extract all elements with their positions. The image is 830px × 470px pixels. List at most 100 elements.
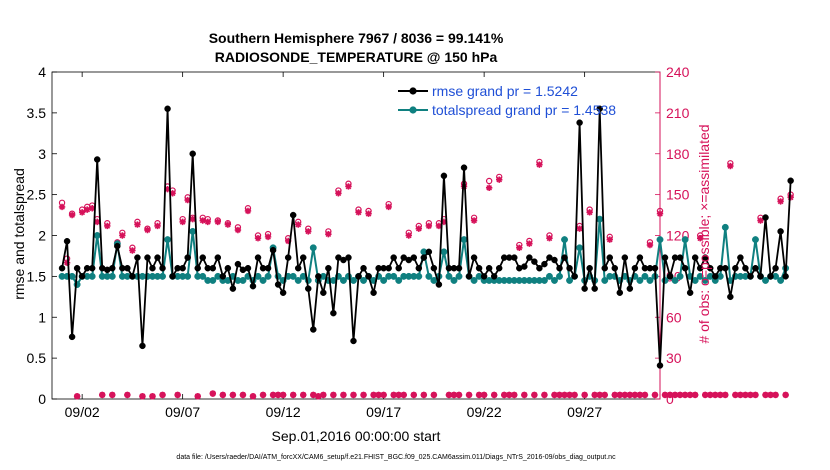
totalspread-marker bbox=[209, 277, 217, 284]
obs-assimilated-marker bbox=[400, 391, 407, 399]
rmse-marker bbox=[294, 264, 302, 272]
rmse-marker bbox=[772, 264, 779, 272]
totalspread-marker bbox=[576, 244, 584, 252]
rmse-marker bbox=[586, 264, 593, 272]
rmse-marker bbox=[184, 254, 191, 261]
obs-assimilated-marker bbox=[747, 391, 754, 399]
rmse-marker bbox=[631, 264, 639, 272]
rmse-marker bbox=[144, 254, 151, 261]
rmse-marker bbox=[470, 254, 478, 261]
rmse-marker bbox=[299, 254, 307, 261]
obs-assimilated-marker bbox=[370, 391, 377, 399]
rmse-marker bbox=[701, 254, 709, 261]
rmse-marker bbox=[63, 237, 71, 245]
obs-assimilated-marker bbox=[149, 393, 156, 400]
rmse-marker bbox=[757, 273, 764, 280]
obs-assimilated-marker bbox=[289, 391, 297, 399]
rmse-marker bbox=[536, 264, 543, 272]
rmse-marker bbox=[742, 264, 749, 272]
obs-assimilated-marker bbox=[395, 391, 402, 399]
totalspread-marker bbox=[184, 272, 192, 280]
rmse-marker bbox=[355, 273, 362, 280]
y-tick-label-left: 1.5 bbox=[27, 268, 47, 284]
obs-assimilated-marker bbox=[129, 247, 136, 254]
rmse-marker bbox=[681, 264, 689, 272]
rmse-marker bbox=[732, 264, 739, 272]
obs-assimilated-marker bbox=[259, 391, 267, 399]
totalspread-marker bbox=[540, 277, 548, 284]
rmse-marker bbox=[58, 264, 66, 272]
rmse-marker bbox=[159, 264, 166, 272]
y-tick-label-right: 150 bbox=[666, 187, 690, 203]
x-tick-label: 09/27 bbox=[567, 404, 602, 420]
rmse-marker bbox=[310, 326, 317, 333]
rmse-marker bbox=[676, 254, 684, 261]
rmse-marker bbox=[666, 273, 674, 280]
obs-assimilated-marker bbox=[757, 217, 764, 224]
rmse-marker bbox=[521, 263, 528, 270]
obs-assimilated-marker bbox=[204, 218, 211, 226]
y-tick-label-right: 60 bbox=[666, 309, 682, 325]
rmse-marker bbox=[787, 177, 794, 184]
obs-assimilated-marker bbox=[445, 391, 453, 399]
obs-assimilated-marker bbox=[234, 226, 242, 234]
obs-assimilated-marker bbox=[88, 205, 96, 212]
rmse-marker bbox=[73, 264, 81, 272]
rmse-marker bbox=[88, 264, 96, 272]
totalspread-marker bbox=[556, 272, 563, 280]
obs-assimilated-marker bbox=[591, 391, 598, 399]
y-tick-label-right: 180 bbox=[666, 146, 690, 162]
rmse-marker bbox=[696, 264, 704, 272]
obs-assimilated-marker bbox=[350, 391, 357, 399]
rmse-marker bbox=[124, 264, 131, 272]
obs-assimilated-marker bbox=[717, 391, 724, 399]
obs-assimilated-marker bbox=[511, 391, 518, 399]
obs-assimilated-marker bbox=[656, 210, 664, 217]
obs-assimilated-marker bbox=[154, 222, 161, 230]
rmse-marker bbox=[395, 264, 402, 272]
obs-assimilated-marker bbox=[164, 185, 171, 193]
totalspread-marker bbox=[455, 272, 463, 280]
rmse-marker bbox=[722, 264, 729, 272]
totalspread-marker bbox=[551, 277, 558, 284]
totalspread-marker bbox=[696, 272, 704, 280]
rmse-marker bbox=[224, 264, 232, 272]
obs-possible-marker bbox=[485, 177, 493, 185]
obs-assimilated-marker bbox=[109, 391, 116, 399]
obs-assimilated-marker bbox=[330, 391, 337, 399]
obs-assimilated-marker bbox=[742, 391, 749, 399]
rmse-marker bbox=[350, 337, 357, 345]
rmse-marker bbox=[656, 362, 664, 369]
obs-assimilated-marker bbox=[707, 391, 714, 399]
x-tick-label: 09/22 bbox=[467, 404, 502, 420]
totalspread-marker bbox=[294, 277, 302, 284]
totalspread-marker bbox=[636, 277, 644, 284]
obs-assimilated-marker bbox=[571, 391, 578, 399]
obs-assimilated-marker bbox=[134, 221, 141, 228]
obs-assimilated-marker bbox=[390, 391, 397, 399]
obs-assimilated-marker bbox=[601, 391, 608, 399]
obs-assimilated-marker bbox=[104, 222, 111, 230]
totalspread-marker bbox=[762, 277, 769, 284]
chart-subtitle: RADIOSONDE_TEMPERATURE @ 150 hPa bbox=[215, 49, 498, 65]
rmse-marker bbox=[651, 264, 659, 272]
rmse-marker bbox=[315, 273, 322, 280]
obs-assimilated-marker bbox=[490, 391, 498, 399]
obs-assimilated-marker bbox=[671, 391, 679, 399]
obs-assimilated-marker bbox=[78, 209, 86, 216]
rmse-marker bbox=[325, 264, 332, 272]
rmse-marker bbox=[109, 264, 116, 272]
obs-assimilated-marker bbox=[722, 391, 729, 399]
obs-assimilated-marker bbox=[209, 390, 216, 397]
rmse-marker bbox=[430, 264, 438, 272]
obs-assimilated-marker bbox=[732, 391, 739, 399]
obs-assimilated-marker bbox=[320, 391, 327, 399]
obs-assimilated-marker bbox=[355, 209, 362, 216]
totalspread-marker bbox=[360, 277, 367, 284]
obs-assimilated-marker bbox=[219, 391, 227, 399]
rmse-marker bbox=[194, 264, 201, 272]
totalspread-marker bbox=[88, 272, 96, 280]
y-axis-label-right: # of obs: o=possible; ×=assimilated bbox=[696, 124, 712, 343]
obs-assimilated-marker bbox=[360, 391, 367, 399]
obs-assimilated-marker bbox=[335, 190, 342, 197]
